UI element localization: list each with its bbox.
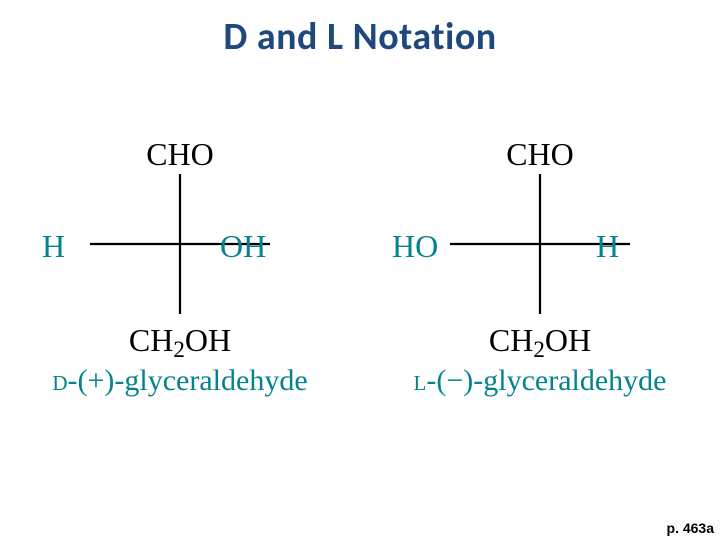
caption-prefix: l	[414, 364, 427, 397]
group-top: CHO	[20, 136, 340, 173]
slide-title: D and L Notation	[0, 14, 720, 60]
page-reference: p. 463a	[667, 520, 714, 536]
structure-d-glyceraldehyde: CHO CH2OH H OH d-(+)-glyceraldehyde	[20, 128, 340, 418]
structure-caption: l-(−)-glyceraldehyde	[380, 364, 700, 398]
structure-l-glyceraldehyde: CHO CH2OH HO Hl-(−)-glyceraldehyde	[380, 128, 700, 418]
structure-caption: d-(+)-glyceraldehyde	[20, 364, 340, 398]
substituent-right: H	[596, 228, 619, 265]
substituent-right: OH	[220, 228, 266, 265]
caption-prefix: d	[52, 364, 67, 397]
structures-row: CHOCH2OHHOHd-(+)-glyceraldehydeCHOCH2OHH…	[0, 128, 720, 418]
caption-sign: (+)	[78, 364, 115, 397]
substituent-left: HO	[392, 228, 438, 265]
caption-sign: (−)	[436, 364, 473, 397]
caption-name: glyceraldehyde	[124, 364, 307, 397]
group-bottom: CH2OH	[20, 322, 340, 363]
group-bottom: CH2OH	[380, 322, 700, 363]
group-top: CHO	[380, 136, 700, 173]
substituent-left: H	[42, 228, 65, 265]
caption-name: glyceraldehyde	[483, 364, 666, 397]
